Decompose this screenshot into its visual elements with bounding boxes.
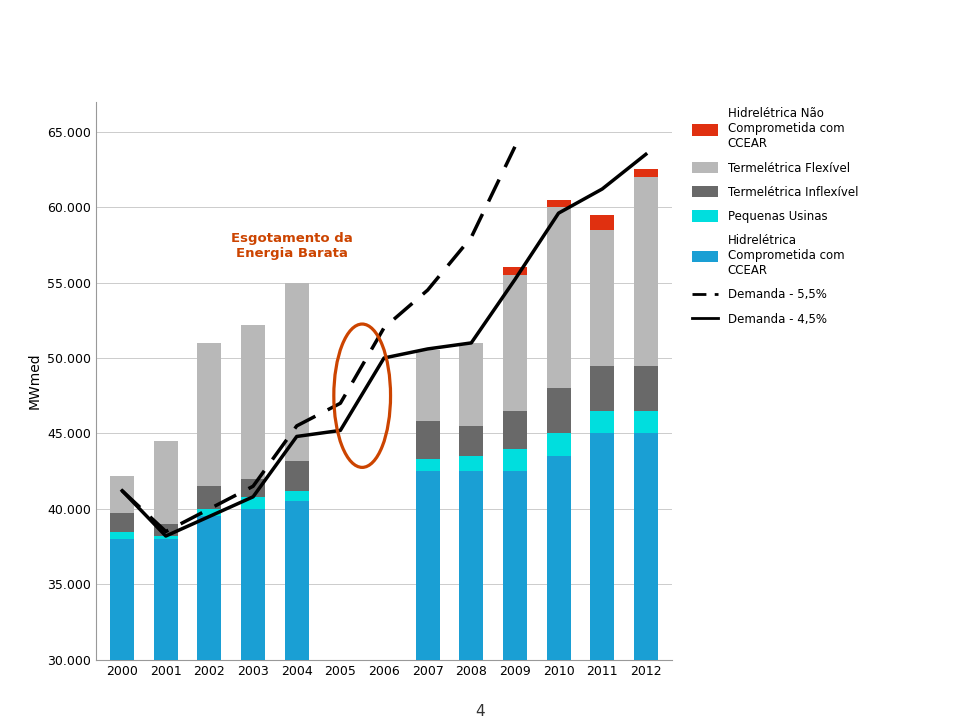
Bar <box>416 471 440 725</box>
Bar <box>198 509 222 516</box>
Bar <box>241 325 265 478</box>
Bar <box>546 456 570 725</box>
Bar <box>634 434 658 725</box>
Bar <box>459 343 483 426</box>
Bar <box>634 170 658 177</box>
Bar <box>110 476 134 513</box>
Bar <box>634 365 658 411</box>
Bar <box>634 177 658 365</box>
Bar <box>503 268 527 275</box>
Bar <box>590 411 614 434</box>
Bar <box>285 460 309 491</box>
Bar <box>285 283 309 460</box>
Bar <box>590 434 614 725</box>
Legend: Hidrelétrica Não
Comprometida com
CCEAR, Termelétrica Flexível, Termelétrica Inf: Hidrelétrica Não Comprometida com CCEAR,… <box>692 107 858 326</box>
Bar <box>459 471 483 725</box>
Bar <box>154 441 178 524</box>
Bar <box>546 207 570 388</box>
Bar <box>198 343 222 486</box>
Text: 4: 4 <box>475 704 485 719</box>
Bar <box>241 509 265 725</box>
Bar <box>503 275 527 411</box>
Bar <box>590 365 614 411</box>
Bar <box>110 513 134 531</box>
Bar <box>285 501 309 725</box>
Y-axis label: MWmed: MWmed <box>28 352 41 409</box>
Bar <box>590 230 614 365</box>
Bar <box>459 456 483 471</box>
Bar <box>416 350 440 421</box>
Bar <box>154 524 178 536</box>
Bar <box>198 516 222 725</box>
Bar <box>503 471 527 725</box>
Bar <box>503 411 527 449</box>
Bar <box>110 531 134 539</box>
Bar <box>154 536 178 539</box>
Bar <box>416 421 440 459</box>
Text: Balanço Energético – SIN: Balanço Energético – SIN <box>118 29 448 54</box>
Bar <box>590 215 614 230</box>
Text: Esgotamento da
Energia Barata: Esgotamento da Energia Barata <box>231 232 353 260</box>
Bar <box>285 491 309 501</box>
Bar <box>459 426 483 456</box>
Bar <box>110 539 134 725</box>
Bar <box>634 411 658 434</box>
Bar <box>416 459 440 471</box>
Bar <box>241 497 265 509</box>
Bar <box>198 486 222 509</box>
Bar <box>546 434 570 456</box>
Bar <box>503 449 527 471</box>
Bar <box>241 478 265 497</box>
Bar <box>546 388 570 434</box>
Bar <box>546 199 570 207</box>
Bar <box>154 539 178 725</box>
